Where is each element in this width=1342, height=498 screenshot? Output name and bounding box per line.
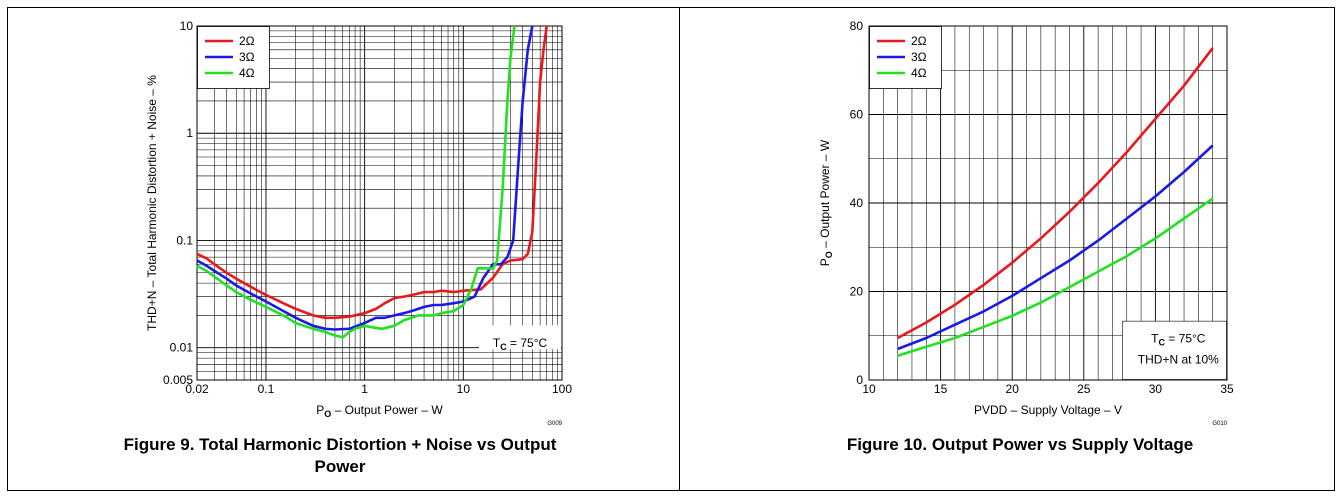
series-line-2Ω: [196, 25, 548, 320]
legend-label: 4Ω: [911, 66, 927, 80]
annotation-bg-figure-10: [1122, 320, 1227, 380]
x-tick-label: 30: [1149, 382, 1163, 396]
figure-9-caption-line2: Power: [314, 457, 366, 476]
series-line-3Ω: [196, 25, 534, 331]
y-tick-label: 60: [850, 108, 864, 122]
y-axis-label: PO – Output Power – W: [818, 139, 834, 266]
x-tick-label: 0.1: [258, 382, 275, 396]
graph-id-label: G009: [547, 421, 562, 427]
annotation-thd: THD+N at 10%: [1138, 353, 1219, 367]
panel-divider: [679, 7, 680, 491]
x-tick-label: 10: [862, 382, 876, 396]
figure-10-caption: Figure 10. Output Power vs Supply Voltag…: [846, 435, 1194, 454]
series-line-3Ω: [897, 144, 1214, 351]
y-tick-label: 40: [850, 196, 864, 210]
x-tick-label: 100: [552, 382, 572, 396]
y-tick-label: 10: [180, 19, 194, 33]
figure-9-caption-line1: Figure 9. Total Harmonic Distortion + No…: [123, 435, 557, 454]
annotation-tc: TC = 75°C: [493, 336, 548, 352]
legend-label: 4Ω: [239, 66, 255, 80]
legend-label: 3Ω: [239, 50, 255, 64]
x-axis-label: PO – Output Power – W: [316, 403, 443, 419]
x-tick-label: 1: [361, 382, 368, 396]
plot-area-figure-10: [868, 25, 1228, 381]
plot-area-figure-9: [196, 25, 563, 381]
annotation-bg-figure-9: [479, 325, 561, 350]
legend-label: 2Ω: [239, 34, 255, 48]
x-tick-label: 10: [457, 382, 471, 396]
y-tick-label: 1: [186, 126, 193, 140]
series-line-4Ω: [196, 25, 516, 339]
series-line-2Ω: [896, 47, 1214, 340]
y-tick-label: 0.01: [170, 341, 194, 355]
figure-9-caption: Figure 9. Total Harmonic Distortion + No…: [90, 434, 590, 478]
y-axis-label: THD+N – Total Harmonic Distortion + Nois…: [145, 75, 159, 331]
annotation-tc: TC = 75°C: [1151, 331, 1206, 347]
x-axis-label: PVDD – Supply Voltage – V: [974, 403, 1122, 417]
x-tick-label: 25: [1077, 382, 1091, 396]
graph-id-label: G010: [1212, 421, 1227, 427]
x-tick-label: 35: [1220, 382, 1234, 396]
y-tick-label: 0.1: [176, 233, 193, 247]
x-tick-label: 20: [1006, 382, 1020, 396]
series-line-4Ω: [897, 197, 1214, 357]
y-tick-label: 0: [856, 373, 863, 387]
x-tick-label: 15: [934, 382, 948, 396]
x-tick-label: 0.02: [185, 382, 209, 396]
legend-label: 3Ω: [911, 50, 927, 64]
y-tick-label: 0.005: [163, 373, 193, 387]
y-tick-label: 80: [850, 19, 864, 33]
figure-frame: [7, 7, 1335, 491]
legend-label: 2Ω: [911, 34, 927, 48]
y-tick-label: 20: [850, 285, 864, 299]
